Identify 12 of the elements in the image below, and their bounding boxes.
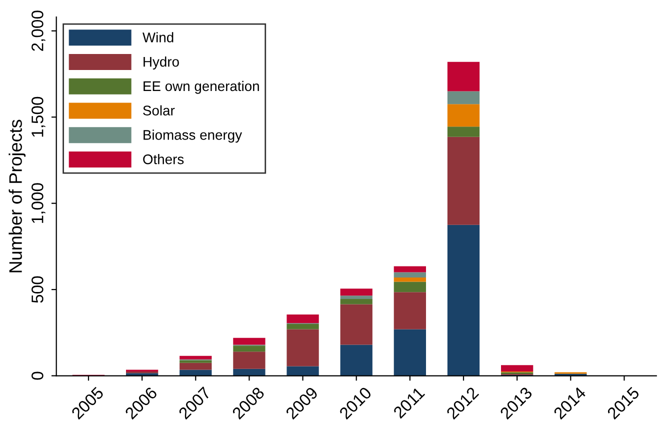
y-tick-label: 1,000: [32, 183, 46, 223]
y-tick-label: 2,000: [32, 10, 46, 51]
y-tick-label: 500: [32, 276, 44, 303]
legend-label: Solar: [143, 105, 175, 116]
legend-label: EE own generation: [144, 80, 259, 94]
legend-label: Wind: [142, 32, 174, 42]
legend-label: Biomass energy: [144, 130, 242, 143]
y-tick-label: 0: [32, 372, 44, 380]
legend-label: Hydro: [144, 56, 179, 70]
y-axis-title: Number of Projects: [8, 120, 26, 272]
y-tick-label: 1,500: [32, 96, 46, 137]
legend-label: Others: [143, 154, 184, 164]
